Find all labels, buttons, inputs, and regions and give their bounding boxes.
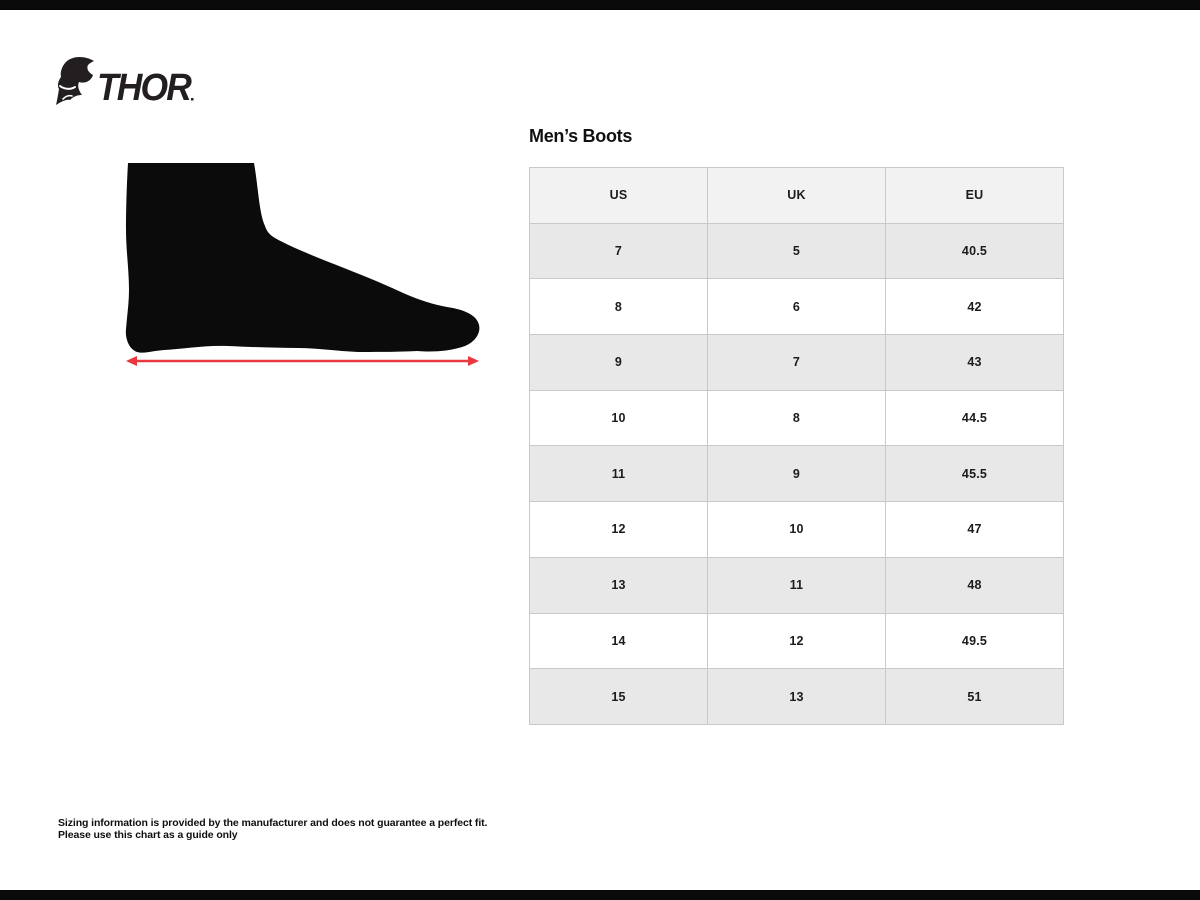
table-row: 15 13 51: [529, 668, 1064, 725]
cell-uk: 7: [707, 334, 886, 391]
cell-us: 10: [529, 389, 708, 447]
foot-measure-figure: [118, 158, 486, 370]
cell-eu: 44.5: [885, 389, 1064, 447]
cell-us: 8: [529, 278, 708, 336]
cell-us: 12: [529, 501, 708, 558]
cell-us: 14: [529, 612, 708, 670]
table-row: 10 8 44.5: [529, 389, 1064, 447]
cell-us: 11: [529, 445, 708, 503]
table-row: 11 9 45.5: [529, 445, 1064, 503]
table-row: 7 5 40.5: [529, 222, 1064, 280]
foot-silhouette: [125, 163, 480, 353]
size-table-header: US UK EU: [529, 167, 1064, 224]
cell-uk: 9: [707, 445, 886, 503]
cell-eu: 48: [885, 556, 1064, 614]
thor-logo-svg: THOR: [56, 57, 194, 109]
cell-uk: 6: [707, 278, 886, 336]
cell-eu: 47: [885, 501, 1064, 558]
bottom-frame-bar: [0, 890, 1200, 900]
header-us: US: [529, 167, 708, 224]
cell-us: 7: [529, 222, 708, 280]
cell-uk: 12: [707, 612, 886, 670]
table-row: 8 6 42: [529, 278, 1064, 336]
cell-uk: 13: [707, 668, 886, 725]
cell-uk: 10: [707, 501, 886, 558]
size-chart-table: US UK EU 7 5 40.5 8 6 42 9 7 43 10 8 44.…: [529, 167, 1064, 725]
page-title: Men’s Boots: [529, 126, 633, 146]
thor-wordmark: THOR: [97, 67, 192, 107]
header-eu: EU: [885, 167, 1064, 224]
disclaimer-line-1: Sizing information is provided by the ma…: [58, 817, 488, 829]
header-row: US UK EU: [529, 167, 1064, 224]
table-row: 13 11 48: [529, 556, 1064, 614]
thor-logo: THOR: [55, 55, 200, 109]
header-uk: UK: [707, 167, 886, 224]
cell-eu: 43: [885, 334, 1064, 391]
length-arrow: [126, 356, 479, 366]
cell-eu: 42: [885, 278, 1064, 336]
table-row: 12 10 47: [529, 501, 1064, 558]
table-row: 14 12 49.5: [529, 612, 1064, 670]
thor-goat-icon: [56, 57, 94, 105]
cell-us: 13: [529, 556, 708, 614]
cell-us: 9: [529, 334, 708, 391]
top-frame-bar: [0, 0, 1200, 10]
disclaimer-line-2: Please use this chart as a guide only: [58, 828, 238, 841]
cell-uk: 5: [707, 222, 886, 280]
cell-uk: 11: [707, 556, 886, 614]
sizing-disclaimer: Sizing information is provided by the ma…: [58, 817, 488, 841]
size-table-body: 7 5 40.5 8 6 42 9 7 43 10 8 44.5 11 9 45…: [529, 222, 1064, 725]
table-row: 9 7 43: [529, 334, 1064, 391]
cell-uk: 8: [707, 389, 886, 447]
cell-eu: 45.5: [885, 445, 1064, 503]
foot-figure-svg: [125, 163, 480, 366]
cell-eu: 49.5: [885, 612, 1064, 670]
cell-eu: 51: [885, 668, 1064, 725]
cell-us: 15: [529, 668, 708, 725]
cell-eu: 40.5: [885, 222, 1064, 280]
